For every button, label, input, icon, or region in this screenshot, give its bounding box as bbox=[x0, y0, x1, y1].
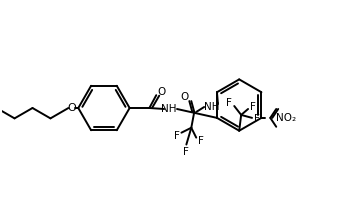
Text: F: F bbox=[227, 98, 232, 108]
Text: F: F bbox=[183, 147, 189, 157]
Text: NH: NH bbox=[161, 104, 177, 114]
Text: O: O bbox=[67, 103, 76, 113]
Text: NO₂: NO₂ bbox=[276, 113, 296, 123]
Text: F: F bbox=[250, 102, 256, 112]
Text: O: O bbox=[180, 92, 189, 102]
Text: O: O bbox=[157, 87, 165, 97]
Text: F: F bbox=[173, 131, 179, 141]
Text: F: F bbox=[254, 114, 260, 124]
Text: NH: NH bbox=[204, 102, 220, 112]
Text: F: F bbox=[198, 136, 204, 146]
